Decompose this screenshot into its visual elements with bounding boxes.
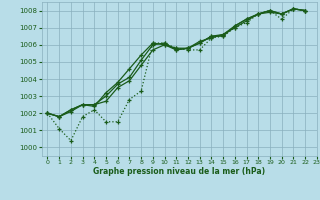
X-axis label: Graphe pression niveau de la mer (hPa): Graphe pression niveau de la mer (hPa) — [93, 167, 265, 176]
